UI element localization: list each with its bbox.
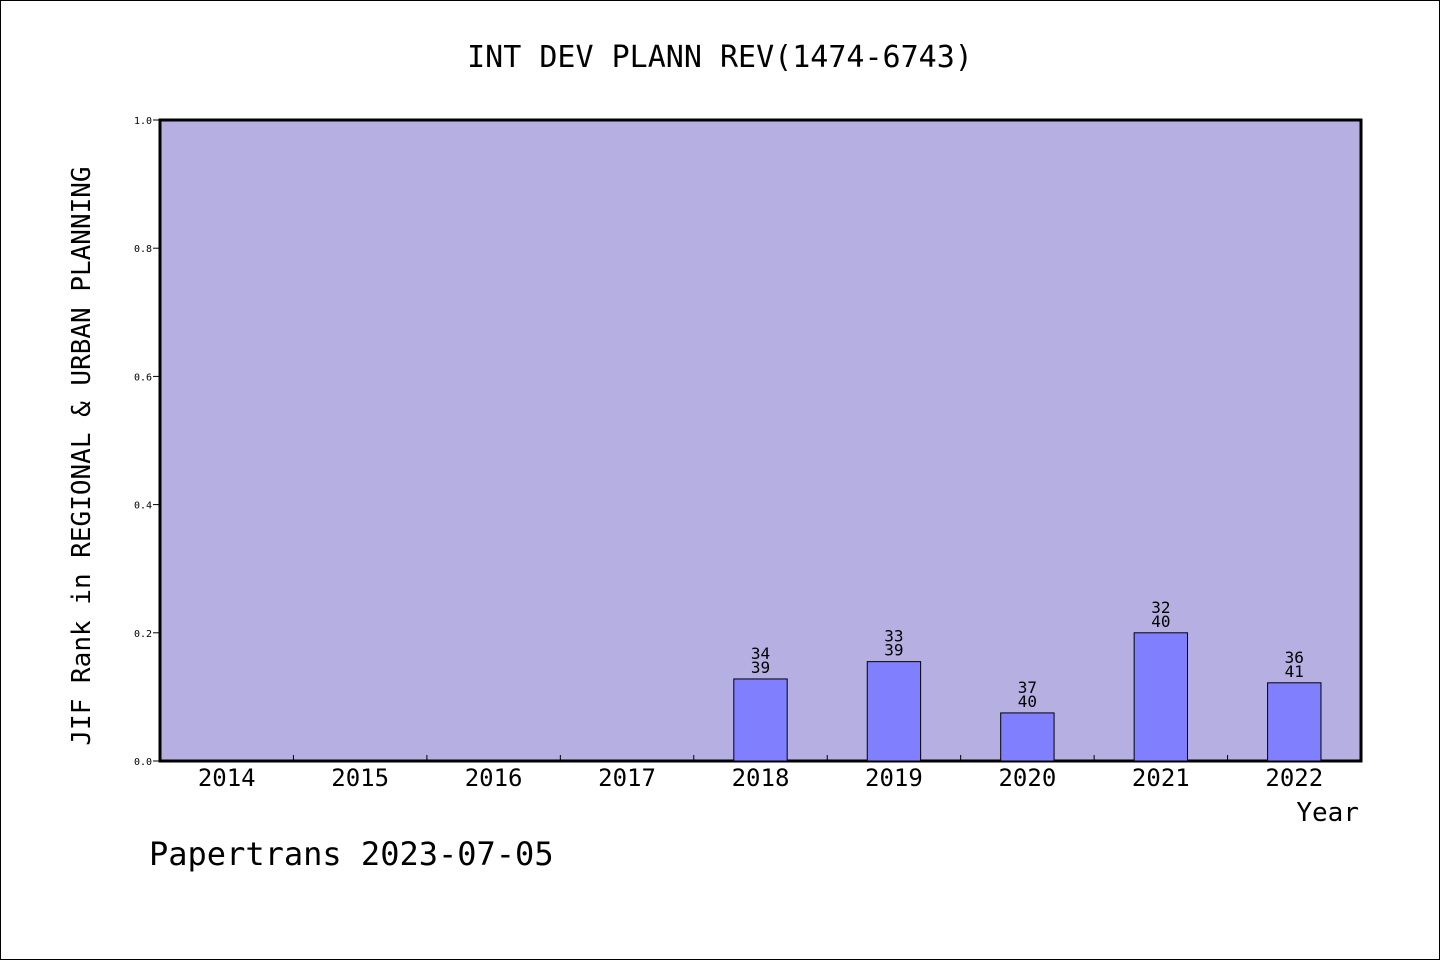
y-axis-ticks: 0.0 0.2 0.4 0.6 0.8 1.0 [134,116,160,768]
x-tick-label: 2016 [465,764,523,792]
bar [866,661,922,762]
x-tick-label: 2019 [865,764,923,792]
y-tick-label: 0.6 [134,372,152,383]
bar-rank-label: 34 [751,644,770,663]
x-axis-ticks: 2014 2015 2016 2017 2018 2019 2020 2021 2022 [198,755,1323,792]
x-tick-label: 2014 [198,764,256,792]
bar-rank-label: 37 [1018,678,1037,697]
x-tick-label: 2015 [331,764,389,792]
y-tick-label: 0.0 [134,757,152,768]
bar [1267,682,1322,762]
bar-total-label: 39 [751,658,770,677]
x-tick-label: 2018 [732,764,790,792]
x-tick-label: 2017 [598,764,656,792]
x-tick-label: 2021 [1132,764,1190,792]
bar [1133,632,1189,762]
watermark-text: Papertrans 2023-07-05 [149,835,554,873]
bar-rank-label: 32 [1151,598,1170,617]
y-tick-label: 0.2 [134,629,152,640]
x-tick-label: 2020 [998,764,1056,792]
x-tick-label: 2022 [1265,764,1323,792]
bar [733,678,788,762]
x-axis-label: Year [1296,798,1359,828]
y-tick-label: 0.8 [134,244,152,255]
bar-total-label: 40 [1018,692,1037,711]
y-tick-label: 1.0 [134,116,152,127]
bar-total-label: 40 [1151,612,1170,631]
chart-title: INT DEV PLANN REV(1474-6743) [467,40,973,75]
bar-rank-label: 36 [1285,648,1304,667]
bar-total-label: 39 [884,641,903,660]
y-axis-label: JIF Rank in REGIONAL & URBAN PLANNING [67,166,97,745]
bar [1000,712,1055,762]
y-tick-label: 0.4 [134,501,152,512]
bar-total-label: 41 [1285,662,1304,681]
bar-rank-label: 33 [884,627,903,646]
